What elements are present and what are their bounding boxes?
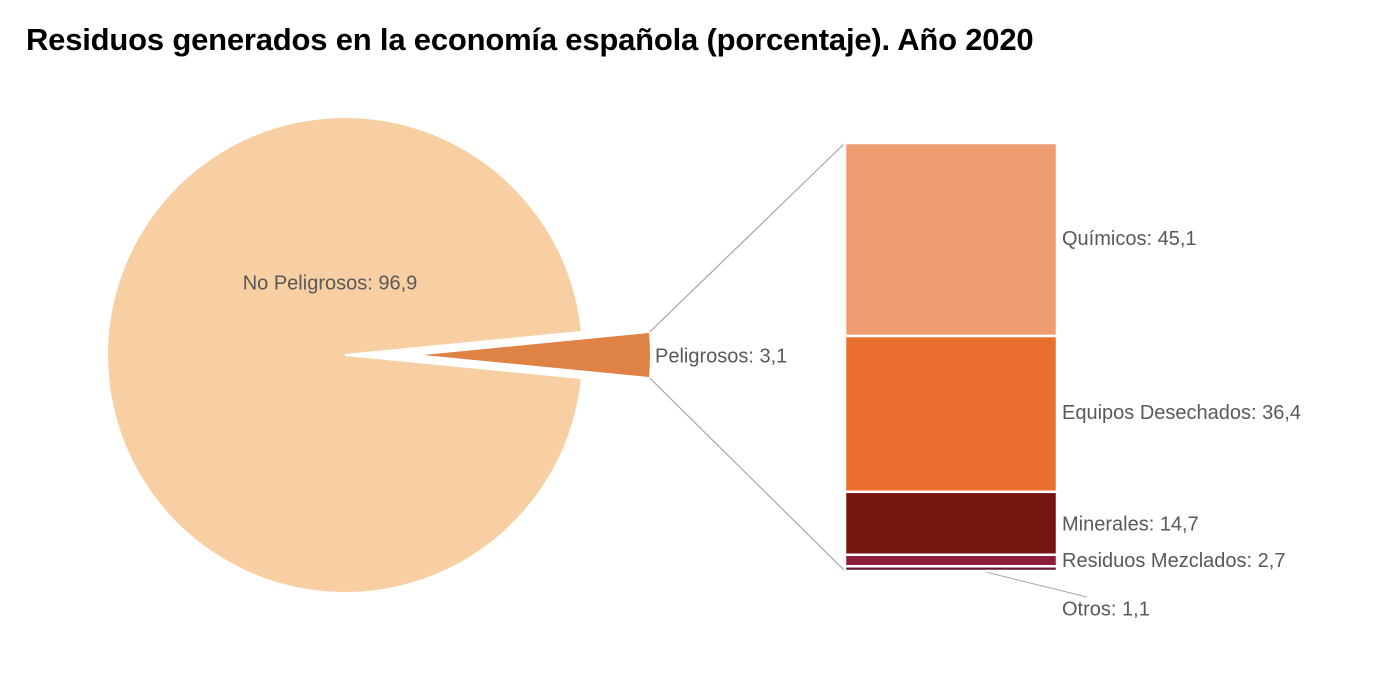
bar-segment-3 xyxy=(843,490,1059,556)
bar-label-5: Otros: 1,1 xyxy=(1062,598,1150,620)
pie-group xyxy=(106,116,652,594)
bar-label-3: Minerales: 14,7 xyxy=(1062,514,1199,536)
pie-label-peligrosos: Peligrosos: 3,1 xyxy=(655,345,787,367)
data-labels: No Peligrosos: 96,9 Peligrosos: 3,1 Químic… xyxy=(243,228,1301,620)
pie-label-no-peligrosos: No Peligrosos: 96,9 xyxy=(243,272,418,294)
chart-title: Residuos generados en la economía españo… xyxy=(26,22,1034,57)
connector-line-bottom xyxy=(649,377,846,572)
breakdown-bar xyxy=(843,141,1059,573)
leader-line-otros xyxy=(972,568,1088,598)
connector-lines xyxy=(649,142,1088,598)
bar-label-4: Residuos Mezclados: 2,7 xyxy=(1062,550,1285,572)
bar-segment-5 xyxy=(843,565,1059,573)
bar-segment-1 xyxy=(843,141,1059,338)
pie-slice-peligrosos xyxy=(412,330,652,380)
bar-segment-2 xyxy=(843,334,1059,494)
pie-slice-no-peligrosos xyxy=(106,116,583,594)
bar-segment-4 xyxy=(843,553,1059,568)
connector-line-top xyxy=(649,142,846,333)
bar-label-2: Equipos Desechados: 36,4 xyxy=(1062,402,1301,424)
bar-label-1: Químicos: 45,1 xyxy=(1062,228,1197,250)
